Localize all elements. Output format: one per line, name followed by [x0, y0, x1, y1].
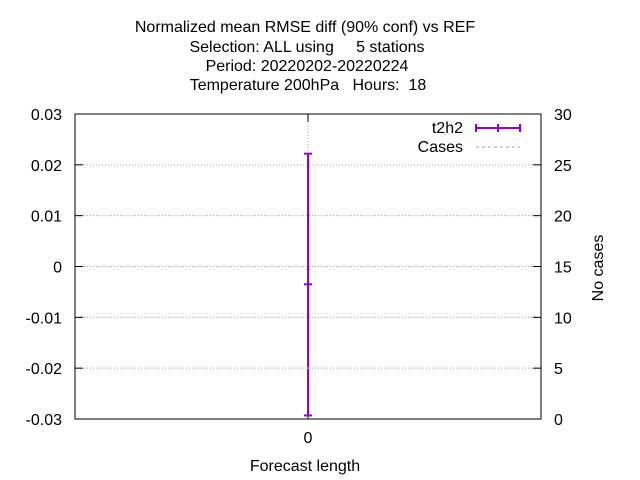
- chart-title-line-4: Temperature 200hPa Hours: 18: [190, 77, 427, 94]
- x-tick-label: 0: [304, 430, 313, 447]
- y-tick-label: 0.03: [31, 107, 62, 124]
- y2-tick-label: 30: [554, 107, 572, 124]
- y2-tick-label: 15: [554, 260, 572, 277]
- y-tick-label: 0.02: [31, 158, 62, 175]
- axes: 0.03 0.02 0.01 0 -0.01 -0.02 -0.03 30 25 20 15 10 5 0…: [26, 107, 572, 447]
- y-tick-label: -0.02: [26, 361, 63, 378]
- legend-label-t2h2: t2h2: [432, 120, 463, 137]
- chart-title-line-3: Period: 20220202-20220224: [206, 58, 409, 75]
- y-tick-label: 0.01: [31, 209, 62, 226]
- cases-point: [307, 367, 309, 370]
- legend: t2h2 Cases: [418, 120, 521, 156]
- legend-label-cases: Cases: [418, 139, 463, 156]
- chart-title-line-2: Selection: ALL using 5 stations: [189, 39, 424, 56]
- y-tick-label: -0.01: [26, 310, 63, 327]
- y2-tick-label: 25: [554, 158, 572, 175]
- y-tick-label: -0.03: [26, 412, 63, 429]
- series: [304, 152, 312, 417]
- y2-tick-label: 5: [554, 361, 563, 378]
- y2-tick-label: 0: [554, 412, 563, 429]
- y2-tick-label: 20: [554, 209, 572, 226]
- x-axis-title: Forecast length: [250, 458, 360, 475]
- y2-tick-label: 10: [554, 310, 572, 327]
- y-tick-label: 0: [53, 260, 62, 277]
- y2-axis-title: No cases: [590, 235, 607, 302]
- chart-title-line-1: Normalized mean RMSE diff (90% conf) vs …: [135, 19, 475, 36]
